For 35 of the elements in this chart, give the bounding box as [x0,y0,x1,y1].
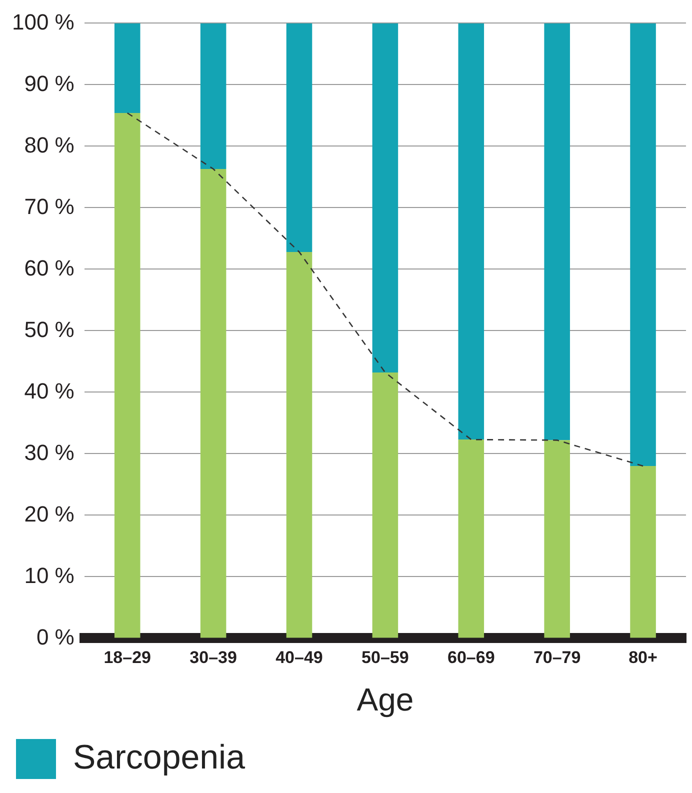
y-tick-label: 80 % [24,132,74,158]
bar [544,23,570,440]
bar [200,23,226,169]
bar [286,252,312,638]
y-tick-label: 10 % [24,562,74,588]
x-tick-label: 80+ [628,648,658,668]
bar [630,23,656,466]
legend-label: Sarcopenia [73,738,246,776]
y-tick-label: 30 % [24,440,74,465]
x-axis-title: Age [356,682,414,718]
bar [458,440,484,638]
y-tick-label: 50 % [24,316,74,342]
bar [200,168,226,638]
x-tick-label: 50–59 [362,648,409,668]
bar [286,23,312,252]
x-tick-label: 18–29 [104,648,151,668]
y-tick-label: 40 % [24,378,74,404]
y-tick-label: 90 % [24,70,74,96]
line-series [126,112,644,467]
y-tick-label: 0 % [36,624,74,650]
bar [630,466,656,638]
y-tick-label: 100 % [12,9,74,34]
bar [114,23,140,113]
y-tick-label: 20 % [24,501,74,526]
x-tick-label: 70–79 [533,648,581,668]
x-tick-label: 40–49 [276,648,323,668]
y-tick-label: 60 % [24,255,74,280]
bar [372,23,398,373]
bar [544,440,570,638]
bar [458,23,484,440]
x-tick-label: 30–39 [190,648,237,668]
bar [372,372,398,638]
y-tick-label: 70 % [24,194,74,219]
bar [114,112,140,638]
x-tick-label: 60–69 [447,648,495,668]
